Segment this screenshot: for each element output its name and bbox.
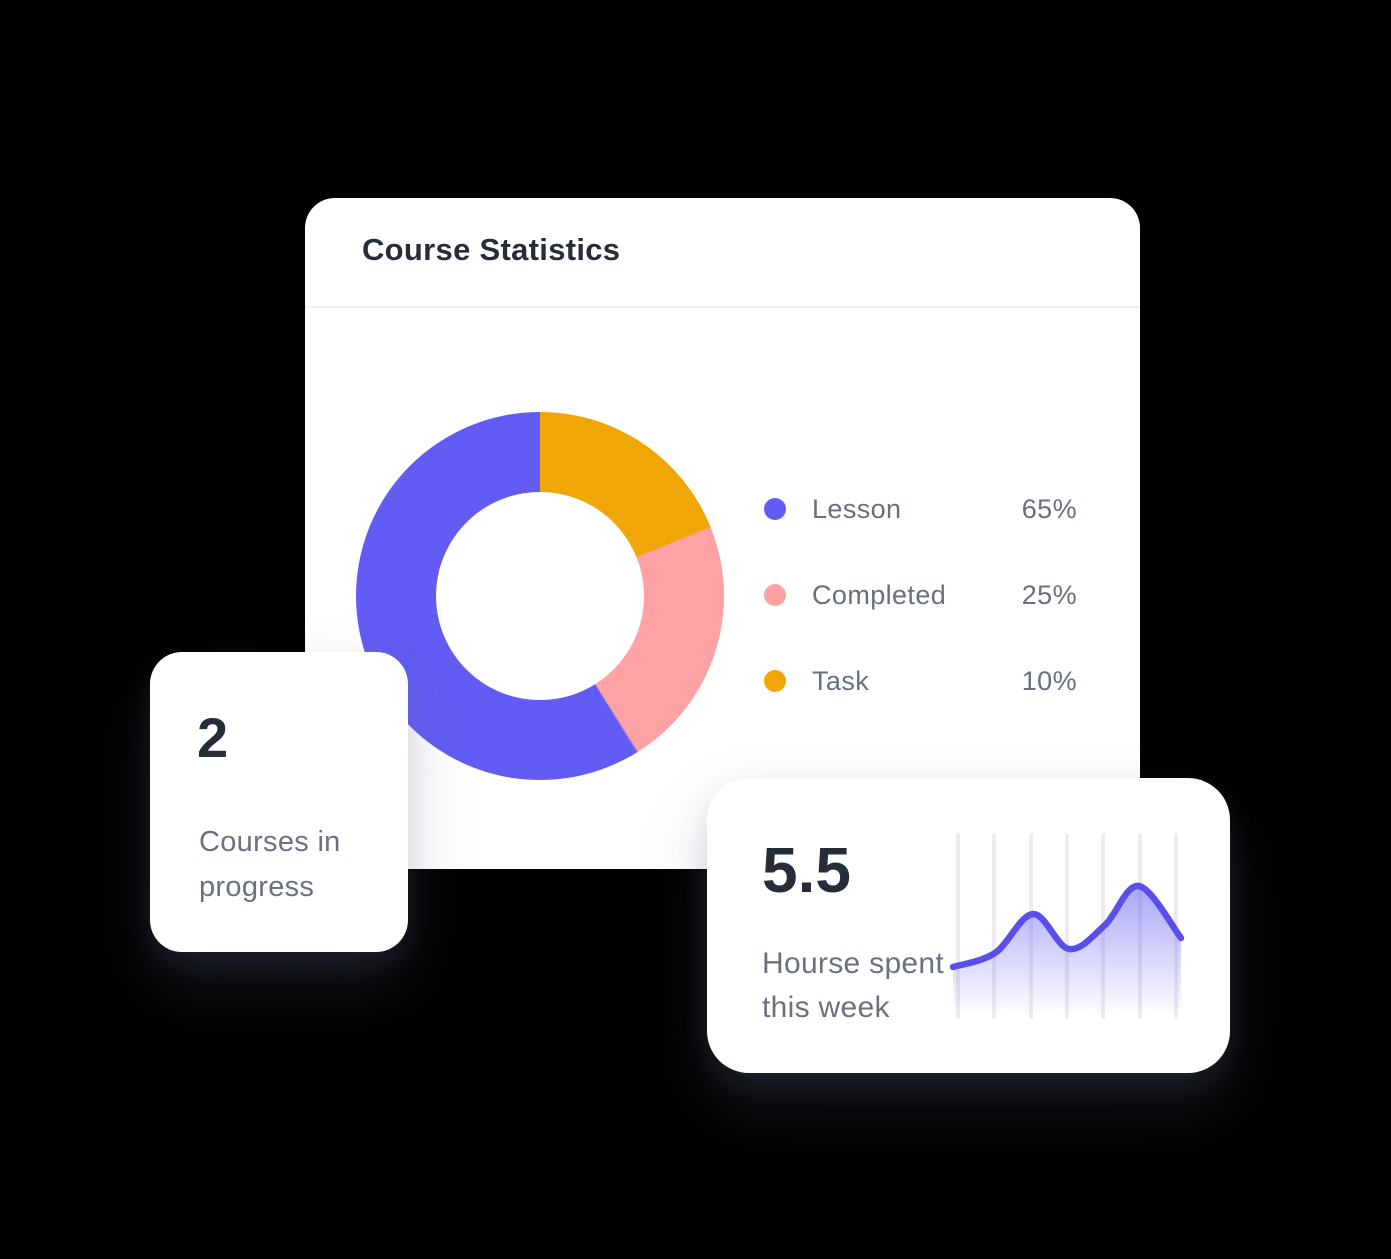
legend-row: Task 10%: [764, 665, 1077, 697]
sparkline-svg: [949, 882, 1185, 1016]
legend-label: Completed: [812, 579, 947, 610]
sparkline-chart: [947, 828, 1187, 1028]
courses-label-line1: Courses in: [199, 826, 341, 858]
chart-gridline: [1064, 833, 1069, 1019]
card-title: Course Statistics: [362, 232, 621, 267]
legend-label: Task: [812, 665, 870, 696]
chart-gridline: [992, 833, 997, 1019]
courses-in-progress-card: 2 Courses in progress: [150, 652, 408, 952]
legend-dot-icon: [764, 498, 786, 520]
hours-label: Hourse spent this week: [762, 942, 944, 1030]
legend-row: Lesson 65%: [764, 493, 1077, 525]
legend-label: Lesson: [812, 493, 902, 524]
card-header: Course Statistics: [305, 198, 1140, 306]
legend-dot-icon: [764, 584, 786, 606]
hours-label-line2: this week: [762, 991, 890, 1024]
courses-label-line2: progress: [199, 871, 315, 903]
legend-row: Completed 25%: [764, 579, 1077, 611]
header-divider: [305, 306, 1140, 308]
legend-value: 25%: [1021, 579, 1077, 610]
sparkline-line: [949, 882, 1185, 971]
courses-label: Courses in progress: [199, 820, 341, 910]
chart-gridline: [956, 833, 960, 1019]
donut-legend: Lesson 65% Completed 25% Task 10%: [764, 493, 1077, 751]
hours-spent-card: 5.5 Hourse spent this week: [707, 778, 1230, 1073]
courses-count: 2: [197, 706, 229, 769]
hours-label-line1: Hourse spent: [762, 947, 945, 980]
donut-chart: [356, 412, 724, 780]
donut-hole: [436, 492, 644, 700]
legend-value: 10%: [1021, 665, 1077, 696]
legend-dot-icon: [764, 670, 786, 692]
course-statistics-card: Course Statistics Lesson 65% Completed 2…: [305, 198, 1140, 869]
legend-value: 65%: [1021, 493, 1077, 524]
hours-count: 5.5: [762, 834, 851, 906]
